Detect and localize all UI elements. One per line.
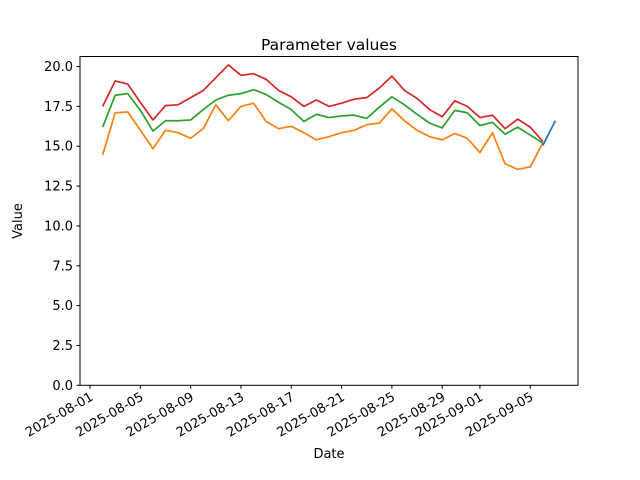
- series-line-orange-series: [101, 102, 544, 171]
- y-axis-tick-label: 0.0: [52, 379, 73, 394]
- y-axis-tick-label: 17.5: [44, 100, 73, 115]
- axes-spines: [79, 56, 579, 386]
- y-axis-tick-label: 20.0: [44, 60, 73, 75]
- series-line-blue-series: [542, 120, 557, 146]
- y-axis-tick-label: 2.5: [52, 339, 73, 354]
- series-line-red-series: [101, 64, 544, 143]
- chart-title: Parameter values: [261, 36, 397, 54]
- y-axis-tick-label: 12.5: [44, 180, 73, 195]
- plot-area: 0.02.55.07.510.012.515.017.520.02025-08-…: [23, 56, 579, 441]
- y-axis-tick-label: 5.0: [52, 299, 73, 314]
- series-line-green-series: [101, 88, 544, 144]
- y-axis-label: Value: [11, 203, 26, 239]
- x-axis-label: Date: [313, 447, 344, 462]
- y-axis-tick-label: 7.5: [52, 259, 73, 274]
- y-axis-tick-label: 15.0: [44, 140, 73, 155]
- y-axis-tick-label: 10.0: [44, 219, 73, 234]
